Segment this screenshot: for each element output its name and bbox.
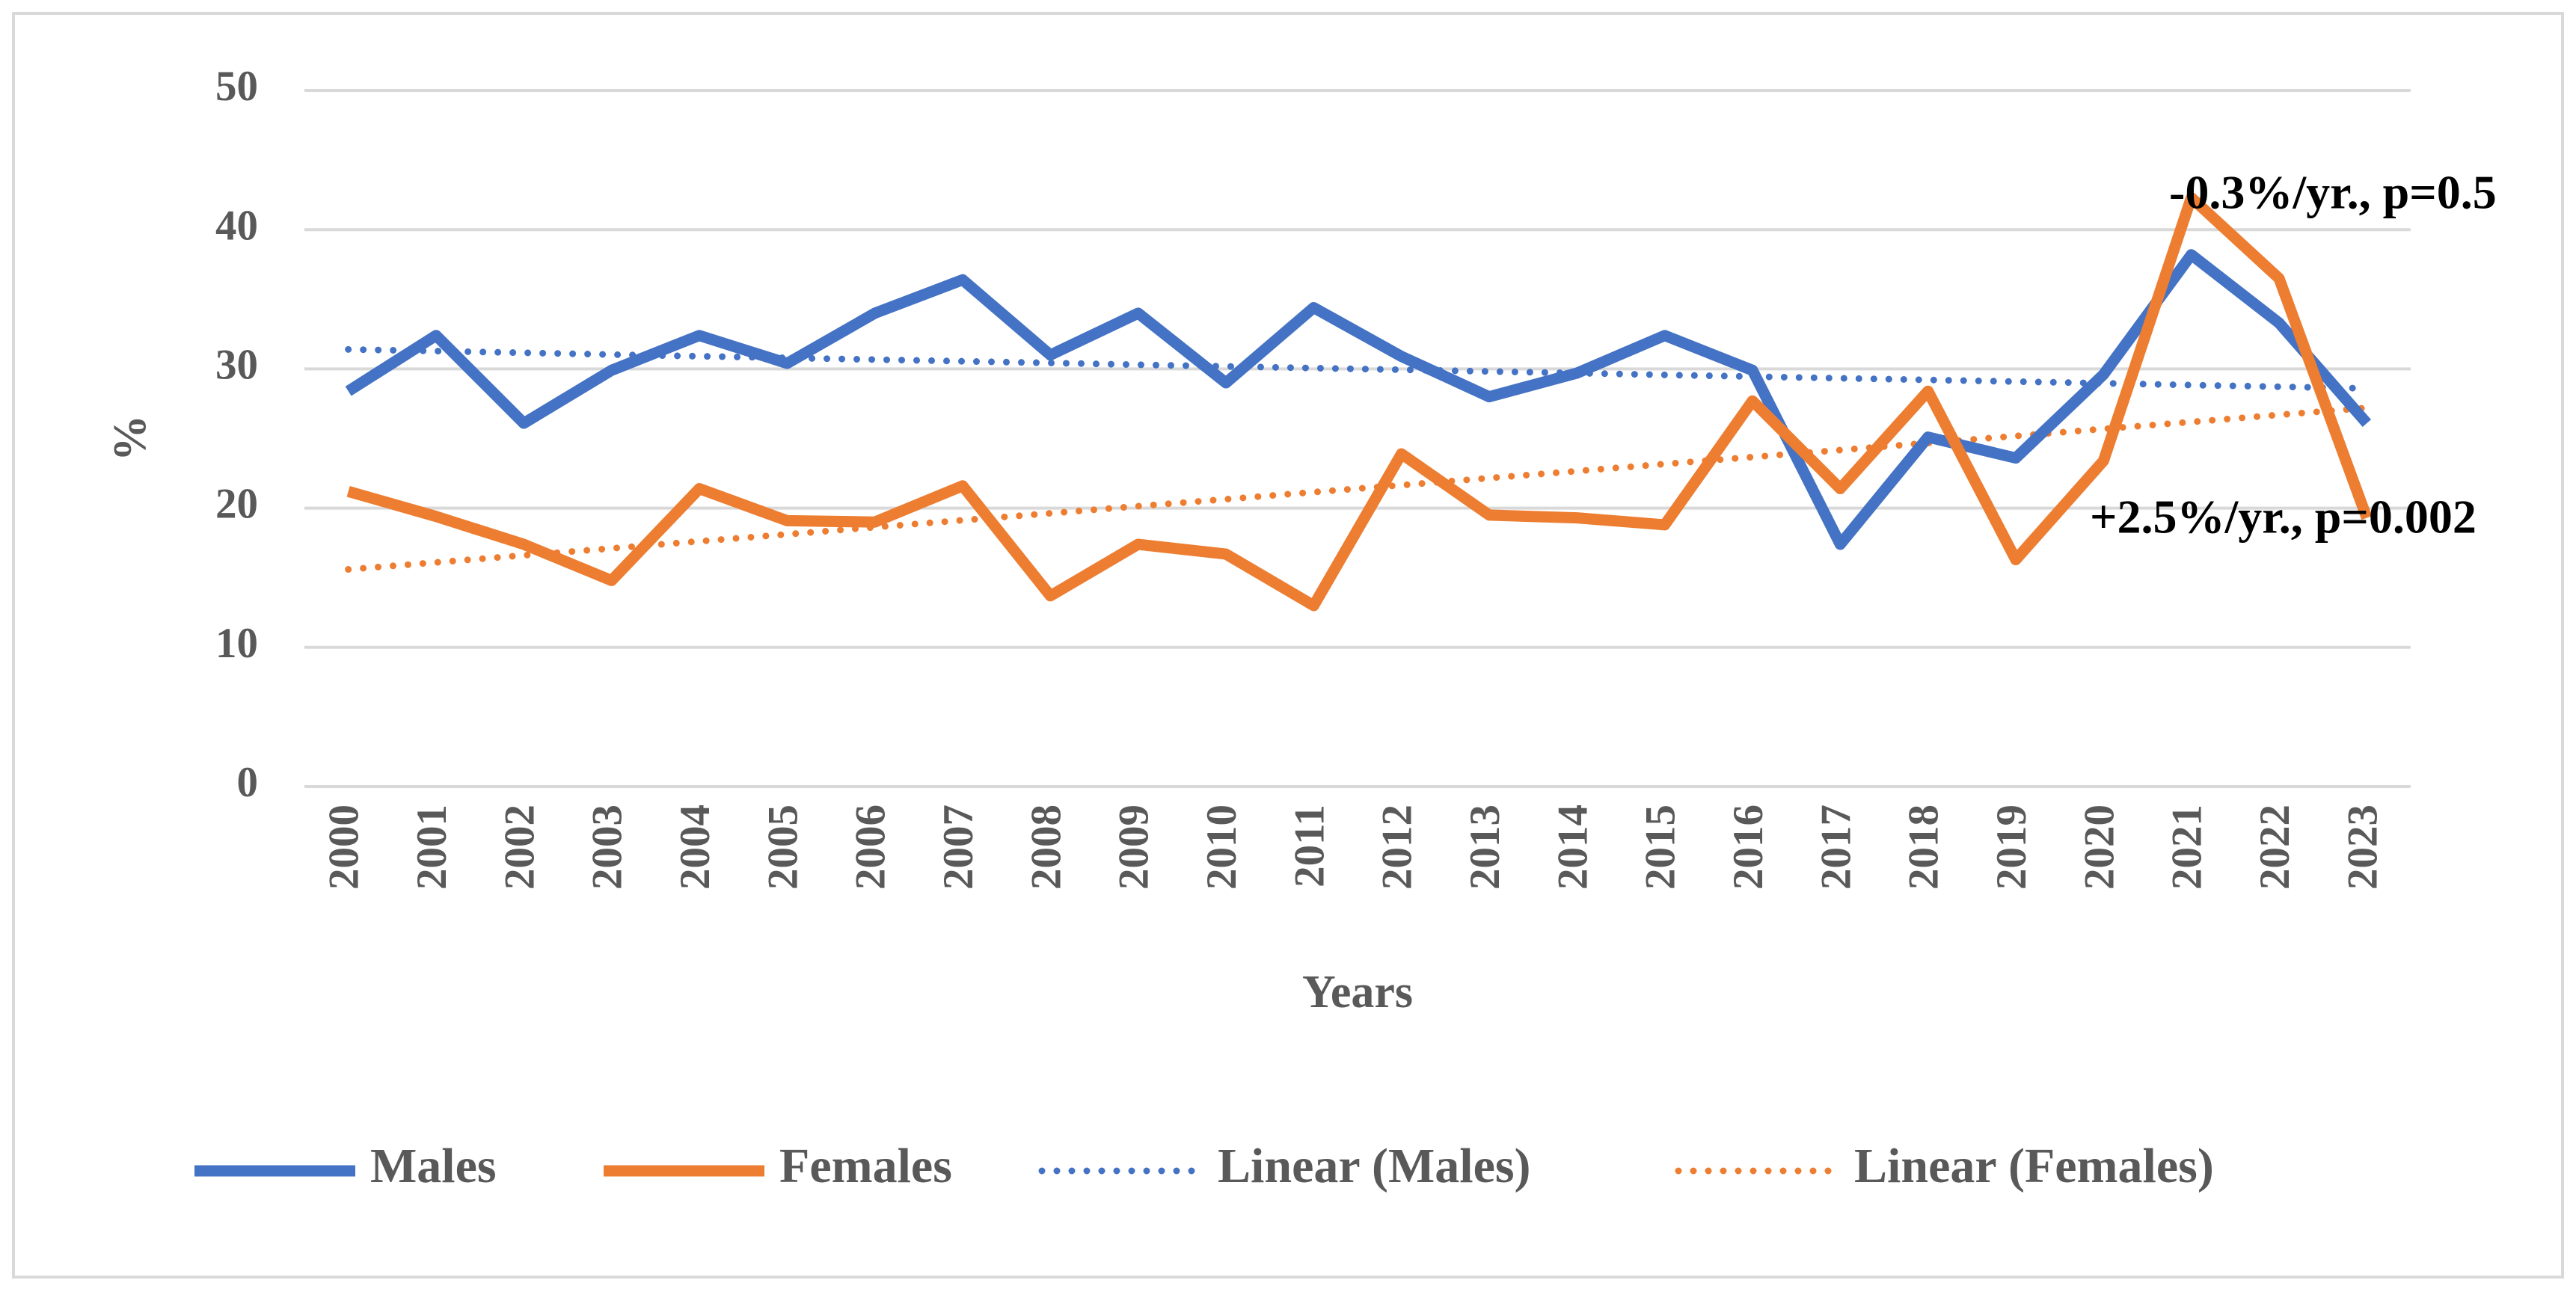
series-line [345, 249, 2371, 550]
x-tick-label: 2019 [1988, 805, 2035, 890]
x-tick-label: 2005 [759, 805, 806, 890]
legend-label: Females [779, 1139, 952, 1193]
x-tick-label: 2001 [408, 805, 456, 890]
legend-label: Linear (Males) [1218, 1139, 1531, 1193]
x-tick-label: 2018 [1901, 805, 1948, 890]
annotation: +2.5%/yr., p=0.002 [2090, 490, 2477, 544]
y-tick-label: 10 [215, 620, 258, 667]
y-tick-label: 50 [215, 63, 258, 110]
x-tick-label: 2023 [2339, 805, 2386, 890]
x-tick-label: 2012 [1374, 805, 1421, 890]
x-tick-label: 2009 [1111, 805, 1158, 890]
x-tick-label: 2013 [1462, 805, 1509, 890]
annotation: -0.3%/yr., p=0.5 [2169, 166, 2497, 219]
x-tick-label: 2008 [1022, 805, 1070, 890]
legend-label: Males [370, 1139, 497, 1193]
legend-label: Linear (Females) [1854, 1139, 2214, 1193]
y-tick-label: 40 [215, 202, 258, 249]
x-tick-label: 2002 [496, 805, 543, 890]
y-tick-label: 20 [215, 481, 258, 528]
x-tick-label: 2007 [935, 805, 982, 890]
chart-border [12, 12, 2564, 1279]
x-tick-label: 2004 [672, 805, 719, 890]
series-line [345, 404, 2370, 573]
x-tick-label: 2010 [1198, 805, 1245, 890]
x-tick-label: 2017 [1812, 805, 1859, 890]
x-tick-label: 2022 [2251, 805, 2299, 890]
x-tick-label: 2020 [2076, 805, 2123, 890]
x-tick-label: 2016 [1725, 805, 1772, 890]
y-tick-label: 30 [215, 341, 258, 388]
y-axis-title: % [105, 415, 156, 461]
x-axis-title: Years [1302, 967, 1413, 1018]
y-tick-label: 0 [237, 759, 259, 806]
x-tick-label: 2003 [584, 805, 631, 890]
x-tick-label: 2000 [321, 805, 368, 890]
series-line [346, 191, 2373, 612]
x-tick-label: 2014 [1549, 805, 1596, 890]
x-tick-label: 2021 [2164, 805, 2211, 890]
x-tick-label: 2015 [1637, 805, 1684, 890]
x-tick-label: 2011 [1286, 805, 1333, 888]
x-tick-label: 2006 [847, 805, 895, 890]
